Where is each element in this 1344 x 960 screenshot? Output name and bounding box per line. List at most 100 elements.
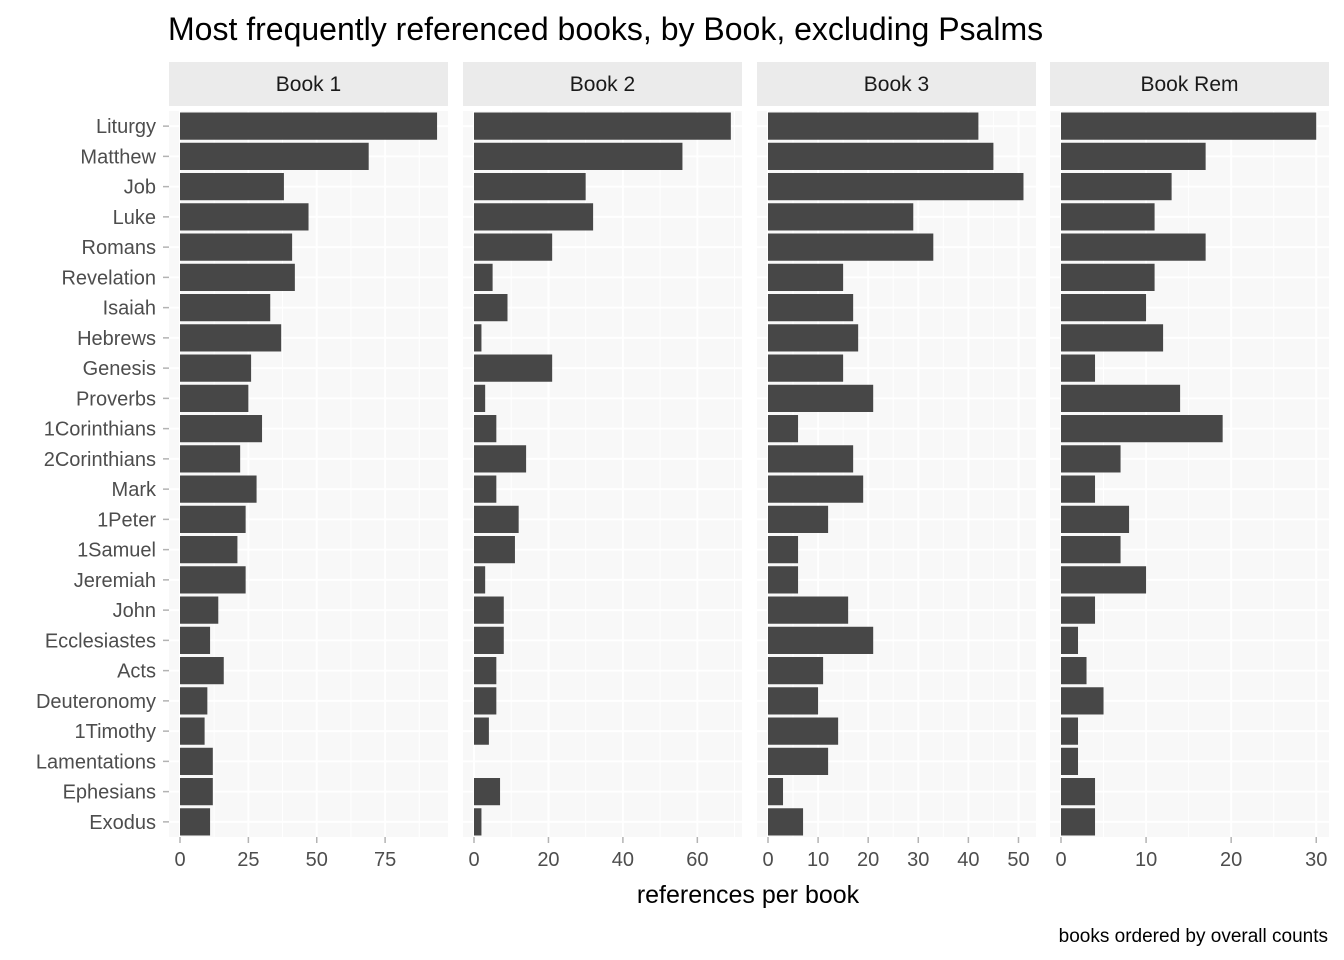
y-tick-label: Jeremiah bbox=[74, 570, 156, 592]
y-tick-label: Matthew bbox=[80, 146, 156, 168]
y-tick-label: John bbox=[113, 600, 156, 622]
panel-background bbox=[757, 111, 1036, 837]
bar-book-1-exodus bbox=[180, 808, 211, 836]
bar-book-rem-1corinthians bbox=[1061, 415, 1223, 443]
bar-book-2-hebrews bbox=[474, 324, 482, 352]
bar-book-rem-1timothy bbox=[1061, 717, 1079, 745]
bar-book-3-genesis bbox=[768, 354, 844, 382]
panel-background bbox=[1050, 111, 1329, 837]
bar-book-3-lamentations bbox=[768, 747, 829, 775]
bar-book-3-acts bbox=[768, 657, 824, 685]
x-tick-label: 25 bbox=[237, 849, 259, 871]
bar-book-rem-acts bbox=[1061, 657, 1087, 685]
y-tick-label: Ecclesiastes bbox=[45, 630, 156, 652]
facet-strip bbox=[1050, 62, 1329, 106]
y-tick-label: 2Corinthians bbox=[44, 449, 156, 471]
x-tick-label: 0 bbox=[1055, 849, 1066, 871]
bar-book-3-1samuel bbox=[768, 536, 799, 564]
bar-book-3-ecclesiastes bbox=[768, 626, 874, 654]
bar-book-1-proverbs bbox=[180, 384, 249, 412]
bar-book-1-acts bbox=[180, 657, 224, 685]
x-tick-label: 10 bbox=[807, 849, 829, 871]
facet-strip-label: Book 3 bbox=[864, 73, 929, 96]
y-tick-label: 1Corinthians bbox=[44, 419, 156, 441]
bar-book-2-revelation bbox=[474, 263, 493, 291]
bar-book-3-john bbox=[768, 596, 849, 624]
bar-book-3-deuteronomy bbox=[768, 687, 819, 715]
panel-book-1: Book 1 0 25 50 75 bbox=[169, 62, 448, 871]
bar-book-rem-1peter bbox=[1061, 505, 1130, 533]
bar-book-rem-luke bbox=[1061, 203, 1155, 231]
panel-book-2: Book 2 0 20 40 60 bbox=[463, 62, 742, 871]
bar-book-rem-john bbox=[1061, 596, 1096, 624]
y-tick-label: 1Peter bbox=[97, 509, 156, 531]
bar-book-rem-jeremiah bbox=[1061, 566, 1147, 594]
bar-book-2-ephesians bbox=[474, 778, 501, 806]
x-tick-label: 30 bbox=[1305, 849, 1327, 871]
bar-book-1-mark bbox=[180, 475, 257, 503]
bar-book-2-deuteronomy bbox=[474, 687, 497, 715]
bar-book-1-revelation bbox=[180, 263, 295, 291]
bar-book-3-ephesians bbox=[768, 778, 784, 806]
y-tick-label: Luke bbox=[113, 207, 156, 229]
bar-book-1-ecclesiastes bbox=[180, 626, 211, 654]
bar-book-2-genesis bbox=[474, 354, 553, 382]
bar-book-1-hebrews bbox=[180, 324, 282, 352]
bar-book-2-isaiah bbox=[474, 294, 508, 322]
bar-book-2-exodus bbox=[474, 808, 482, 836]
bar-book-3-exodus bbox=[768, 808, 804, 836]
bar-book-3-1corinthians bbox=[768, 415, 799, 443]
bar-book-2-romans bbox=[474, 233, 553, 261]
bar-book-2-acts bbox=[474, 657, 497, 685]
bar-book-3-1timothy bbox=[768, 717, 839, 745]
x-tick-label: 40 bbox=[957, 849, 979, 871]
bar-book-rem-ephesians bbox=[1061, 778, 1096, 806]
x-tick-label: 60 bbox=[686, 849, 708, 871]
bar-book-3-romans bbox=[768, 233, 934, 261]
bar-book-1-1timothy bbox=[180, 717, 205, 745]
bar-book-2-2corinthians bbox=[474, 445, 527, 473]
bar-book-1-matthew bbox=[180, 142, 369, 170]
x-tick-label: 20 bbox=[537, 849, 559, 871]
bar-book-1-romans bbox=[180, 233, 293, 261]
bar-book-rem-liturgy bbox=[1061, 112, 1317, 140]
facet-strip bbox=[169, 62, 448, 106]
bar-book-rem-proverbs bbox=[1061, 384, 1181, 412]
bar-book-rem-hebrews bbox=[1061, 324, 1164, 352]
x-tick-label: 30 bbox=[907, 849, 929, 871]
bar-book-rem-romans bbox=[1061, 233, 1206, 261]
bar-book-2-job bbox=[474, 173, 586, 201]
bar-book-3-hebrews bbox=[768, 324, 859, 352]
x-tick-label: 50 bbox=[306, 849, 328, 871]
bar-book-rem-mark bbox=[1061, 475, 1096, 503]
y-tick-label: Liturgy bbox=[96, 116, 156, 138]
bar-book-3-isaiah bbox=[768, 294, 854, 322]
bar-book-1-deuteronomy bbox=[180, 687, 208, 715]
chart-caption: books ordered by overall counts bbox=[1059, 926, 1328, 947]
y-tick-label: Hebrews bbox=[77, 328, 156, 350]
bar-book-3-luke bbox=[768, 203, 914, 231]
x-tick-label: 0 bbox=[762, 849, 773, 871]
bar-book-rem-genesis bbox=[1061, 354, 1096, 382]
bar-book-2-1corinthians bbox=[474, 415, 497, 443]
x-tick-label: 20 bbox=[857, 849, 879, 871]
bar-book-1-jeremiah bbox=[180, 566, 246, 594]
bar-book-1-john bbox=[180, 596, 219, 624]
panel-book-rem: Book Rem 0 10 20 30 bbox=[1050, 62, 1329, 871]
bar-book-3-job bbox=[768, 173, 1024, 201]
bar-book-2-1timothy bbox=[474, 717, 489, 745]
bar-book-3-1peter bbox=[768, 505, 829, 533]
bar-book-1-1corinthians bbox=[180, 415, 263, 443]
bar-book-rem-job bbox=[1061, 173, 1172, 201]
bar-book-rem-2corinthians bbox=[1061, 445, 1121, 473]
bar-book-2-1samuel bbox=[474, 536, 515, 564]
panel-background bbox=[169, 111, 448, 837]
y-tick-label: Lamentations bbox=[36, 751, 156, 773]
y-tick-label: Acts bbox=[117, 661, 156, 683]
x-tick-label: 40 bbox=[612, 849, 634, 871]
bar-book-rem-deuteronomy bbox=[1061, 687, 1104, 715]
bar-book-2-luke bbox=[474, 203, 594, 231]
bar-book-rem-revelation bbox=[1061, 263, 1155, 291]
y-axis: Liturgy Matthew Job Luke Romans Revelation Isa… bbox=[36, 116, 169, 834]
bar-book-1-1samuel bbox=[180, 536, 238, 564]
